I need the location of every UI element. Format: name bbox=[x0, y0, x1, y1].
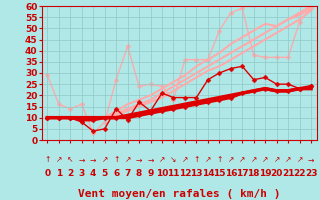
Text: 18: 18 bbox=[247, 170, 260, 179]
Text: 0: 0 bbox=[44, 170, 50, 179]
Text: 11: 11 bbox=[167, 170, 180, 179]
Text: ↗: ↗ bbox=[296, 156, 303, 164]
Text: 2: 2 bbox=[67, 170, 73, 179]
Text: 16: 16 bbox=[225, 170, 237, 179]
Text: Vent moyen/en rafales ( km/h ): Vent moyen/en rafales ( km/h ) bbox=[78, 189, 280, 199]
Text: 10: 10 bbox=[156, 170, 168, 179]
Text: ↗: ↗ bbox=[205, 156, 211, 164]
Text: 3: 3 bbox=[79, 170, 85, 179]
Text: ↗: ↗ bbox=[251, 156, 257, 164]
Text: ↗: ↗ bbox=[56, 156, 62, 164]
Text: ↗: ↗ bbox=[228, 156, 234, 164]
Text: ↗: ↗ bbox=[159, 156, 165, 164]
Text: 23: 23 bbox=[305, 170, 317, 179]
Text: 14: 14 bbox=[202, 170, 214, 179]
Text: 7: 7 bbox=[124, 170, 131, 179]
Text: ↗: ↗ bbox=[239, 156, 245, 164]
Text: 17: 17 bbox=[236, 170, 249, 179]
Text: 13: 13 bbox=[190, 170, 203, 179]
Text: ↗: ↗ bbox=[182, 156, 188, 164]
Text: ↑: ↑ bbox=[193, 156, 200, 164]
Text: →: → bbox=[308, 156, 314, 164]
Text: →: → bbox=[78, 156, 85, 164]
Text: 4: 4 bbox=[90, 170, 96, 179]
Text: 5: 5 bbox=[101, 170, 108, 179]
Text: ↑: ↑ bbox=[113, 156, 119, 164]
Text: 9: 9 bbox=[147, 170, 154, 179]
Text: 21: 21 bbox=[282, 170, 294, 179]
Text: 19: 19 bbox=[259, 170, 271, 179]
Text: 15: 15 bbox=[213, 170, 226, 179]
Text: ↗: ↗ bbox=[124, 156, 131, 164]
Text: ↗: ↗ bbox=[262, 156, 268, 164]
Text: →: → bbox=[136, 156, 142, 164]
Text: 12: 12 bbox=[179, 170, 191, 179]
Text: ↘: ↘ bbox=[170, 156, 177, 164]
Text: ↑: ↑ bbox=[216, 156, 222, 164]
Text: 1: 1 bbox=[56, 170, 62, 179]
Text: ↑: ↑ bbox=[44, 156, 51, 164]
Text: 22: 22 bbox=[293, 170, 306, 179]
Text: ↗: ↗ bbox=[101, 156, 108, 164]
Text: ↖: ↖ bbox=[67, 156, 74, 164]
Text: →: → bbox=[147, 156, 154, 164]
Text: →: → bbox=[90, 156, 96, 164]
Text: 6: 6 bbox=[113, 170, 119, 179]
Text: ↗: ↗ bbox=[274, 156, 280, 164]
Text: 8: 8 bbox=[136, 170, 142, 179]
Text: 20: 20 bbox=[270, 170, 283, 179]
Text: ↗: ↗ bbox=[285, 156, 291, 164]
